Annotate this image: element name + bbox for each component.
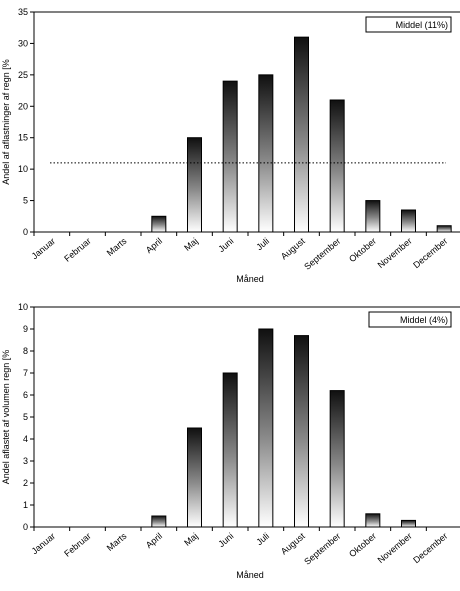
x-axis-title: Måned — [236, 274, 264, 284]
y-tick-label: 25 — [18, 70, 28, 80]
y-axis-title: Andel af aflastninger af regn [% — [1, 59, 11, 185]
x-tick-label: Juni — [216, 236, 235, 254]
legend-box — [368, 311, 452, 328]
bar-juni — [222, 372, 238, 528]
y-tick-label: 3 — [23, 456, 28, 466]
x-tick-label: Februar — [62, 531, 93, 559]
y-tick-label: 30 — [18, 38, 28, 48]
y-tick-label: 15 — [18, 133, 28, 143]
chart-aflastninger: Middel (11%) Måned Andel af aflastninger… — [1, 7, 460, 284]
y-tick-label: 4 — [23, 434, 28, 444]
y-tick-label: 0 — [23, 522, 28, 532]
bar-maj — [187, 137, 202, 233]
x-tick-label: September — [302, 236, 342, 272]
x-tick-label: August — [279, 531, 307, 557]
y-tick-label: 6 — [23, 390, 28, 400]
bar-juli — [258, 328, 274, 528]
y-tick-label: 20 — [18, 101, 28, 111]
x-tick-label: Maj — [182, 236, 200, 253]
chart-volumen: Middel (4%) Måned Andel aflastet af volu… — [1, 302, 460, 580]
legend-box — [365, 16, 452, 33]
y-tick-label: 7 — [23, 368, 28, 378]
x-tick-label: Juni — [216, 531, 235, 549]
bar-juli — [258, 74, 274, 233]
x-tick-label: April — [144, 236, 164, 255]
bar-september — [329, 390, 345, 528]
y-tick-label: 1 — [23, 500, 28, 510]
x-tick-label: November — [376, 531, 414, 565]
bar-november — [401, 519, 416, 528]
x-tick-label: September — [302, 531, 342, 567]
bar-august — [294, 36, 309, 233]
x-tick-label: Januar — [30, 531, 58, 556]
y-tick-label: 9 — [23, 324, 28, 334]
bar-december — [436, 225, 452, 233]
y-tick-label: 2 — [23, 478, 28, 488]
bar-oktober — [365, 513, 381, 528]
x-axis-title: Måned — [236, 570, 264, 580]
bar-august — [294, 335, 309, 528]
x-tick-label: Juli — [254, 531, 271, 547]
x-tick-label: April — [144, 531, 164, 550]
y-tick-label: 35 — [18, 7, 28, 17]
x-tick-label: November — [376, 236, 414, 270]
x-tick-label: Oktober — [347, 236, 378, 264]
bar-november — [401, 209, 416, 233]
y-tick-label: 5 — [23, 412, 28, 422]
x-tick-label: Marts — [105, 531, 129, 553]
bar-oktober — [365, 200, 381, 233]
legend: Middel (4%) — [368, 311, 452, 328]
bar-juni — [222, 80, 238, 233]
y-tick-label: 5 — [23, 196, 28, 206]
x-tick-label: Maj — [182, 531, 200, 548]
y-axis-title: Andel aflastet af volumen regn [% — [1, 350, 11, 485]
legend-label: Middel (11%) — [396, 20, 448, 30]
legend-label: Middel (4%) — [400, 315, 448, 325]
legend: Middel (11%) — [365, 16, 452, 33]
y-tick-label: 8 — [23, 346, 28, 356]
bar-april — [151, 215, 167, 233]
bar-maj — [187, 427, 202, 528]
plot-area — [33, 11, 460, 233]
x-tick-label: December — [411, 236, 449, 270]
bar-april — [151, 515, 167, 528]
x-tick-label: Juli — [254, 236, 271, 252]
plot-area — [33, 306, 460, 528]
x-tick-label: Marts — [105, 236, 129, 258]
x-tick-label: Januar — [30, 236, 58, 261]
bar-september — [329, 99, 345, 233]
y-tick-label: 10 — [18, 164, 28, 174]
y-tick-label: 0 — [23, 227, 28, 237]
x-tick-label: Oktober — [347, 531, 378, 559]
x-tick-label: December — [411, 531, 449, 565]
y-tick-label: 10 — [18, 302, 28, 312]
x-tick-label: August — [279, 236, 307, 262]
x-tick-label: Februar — [62, 236, 93, 264]
